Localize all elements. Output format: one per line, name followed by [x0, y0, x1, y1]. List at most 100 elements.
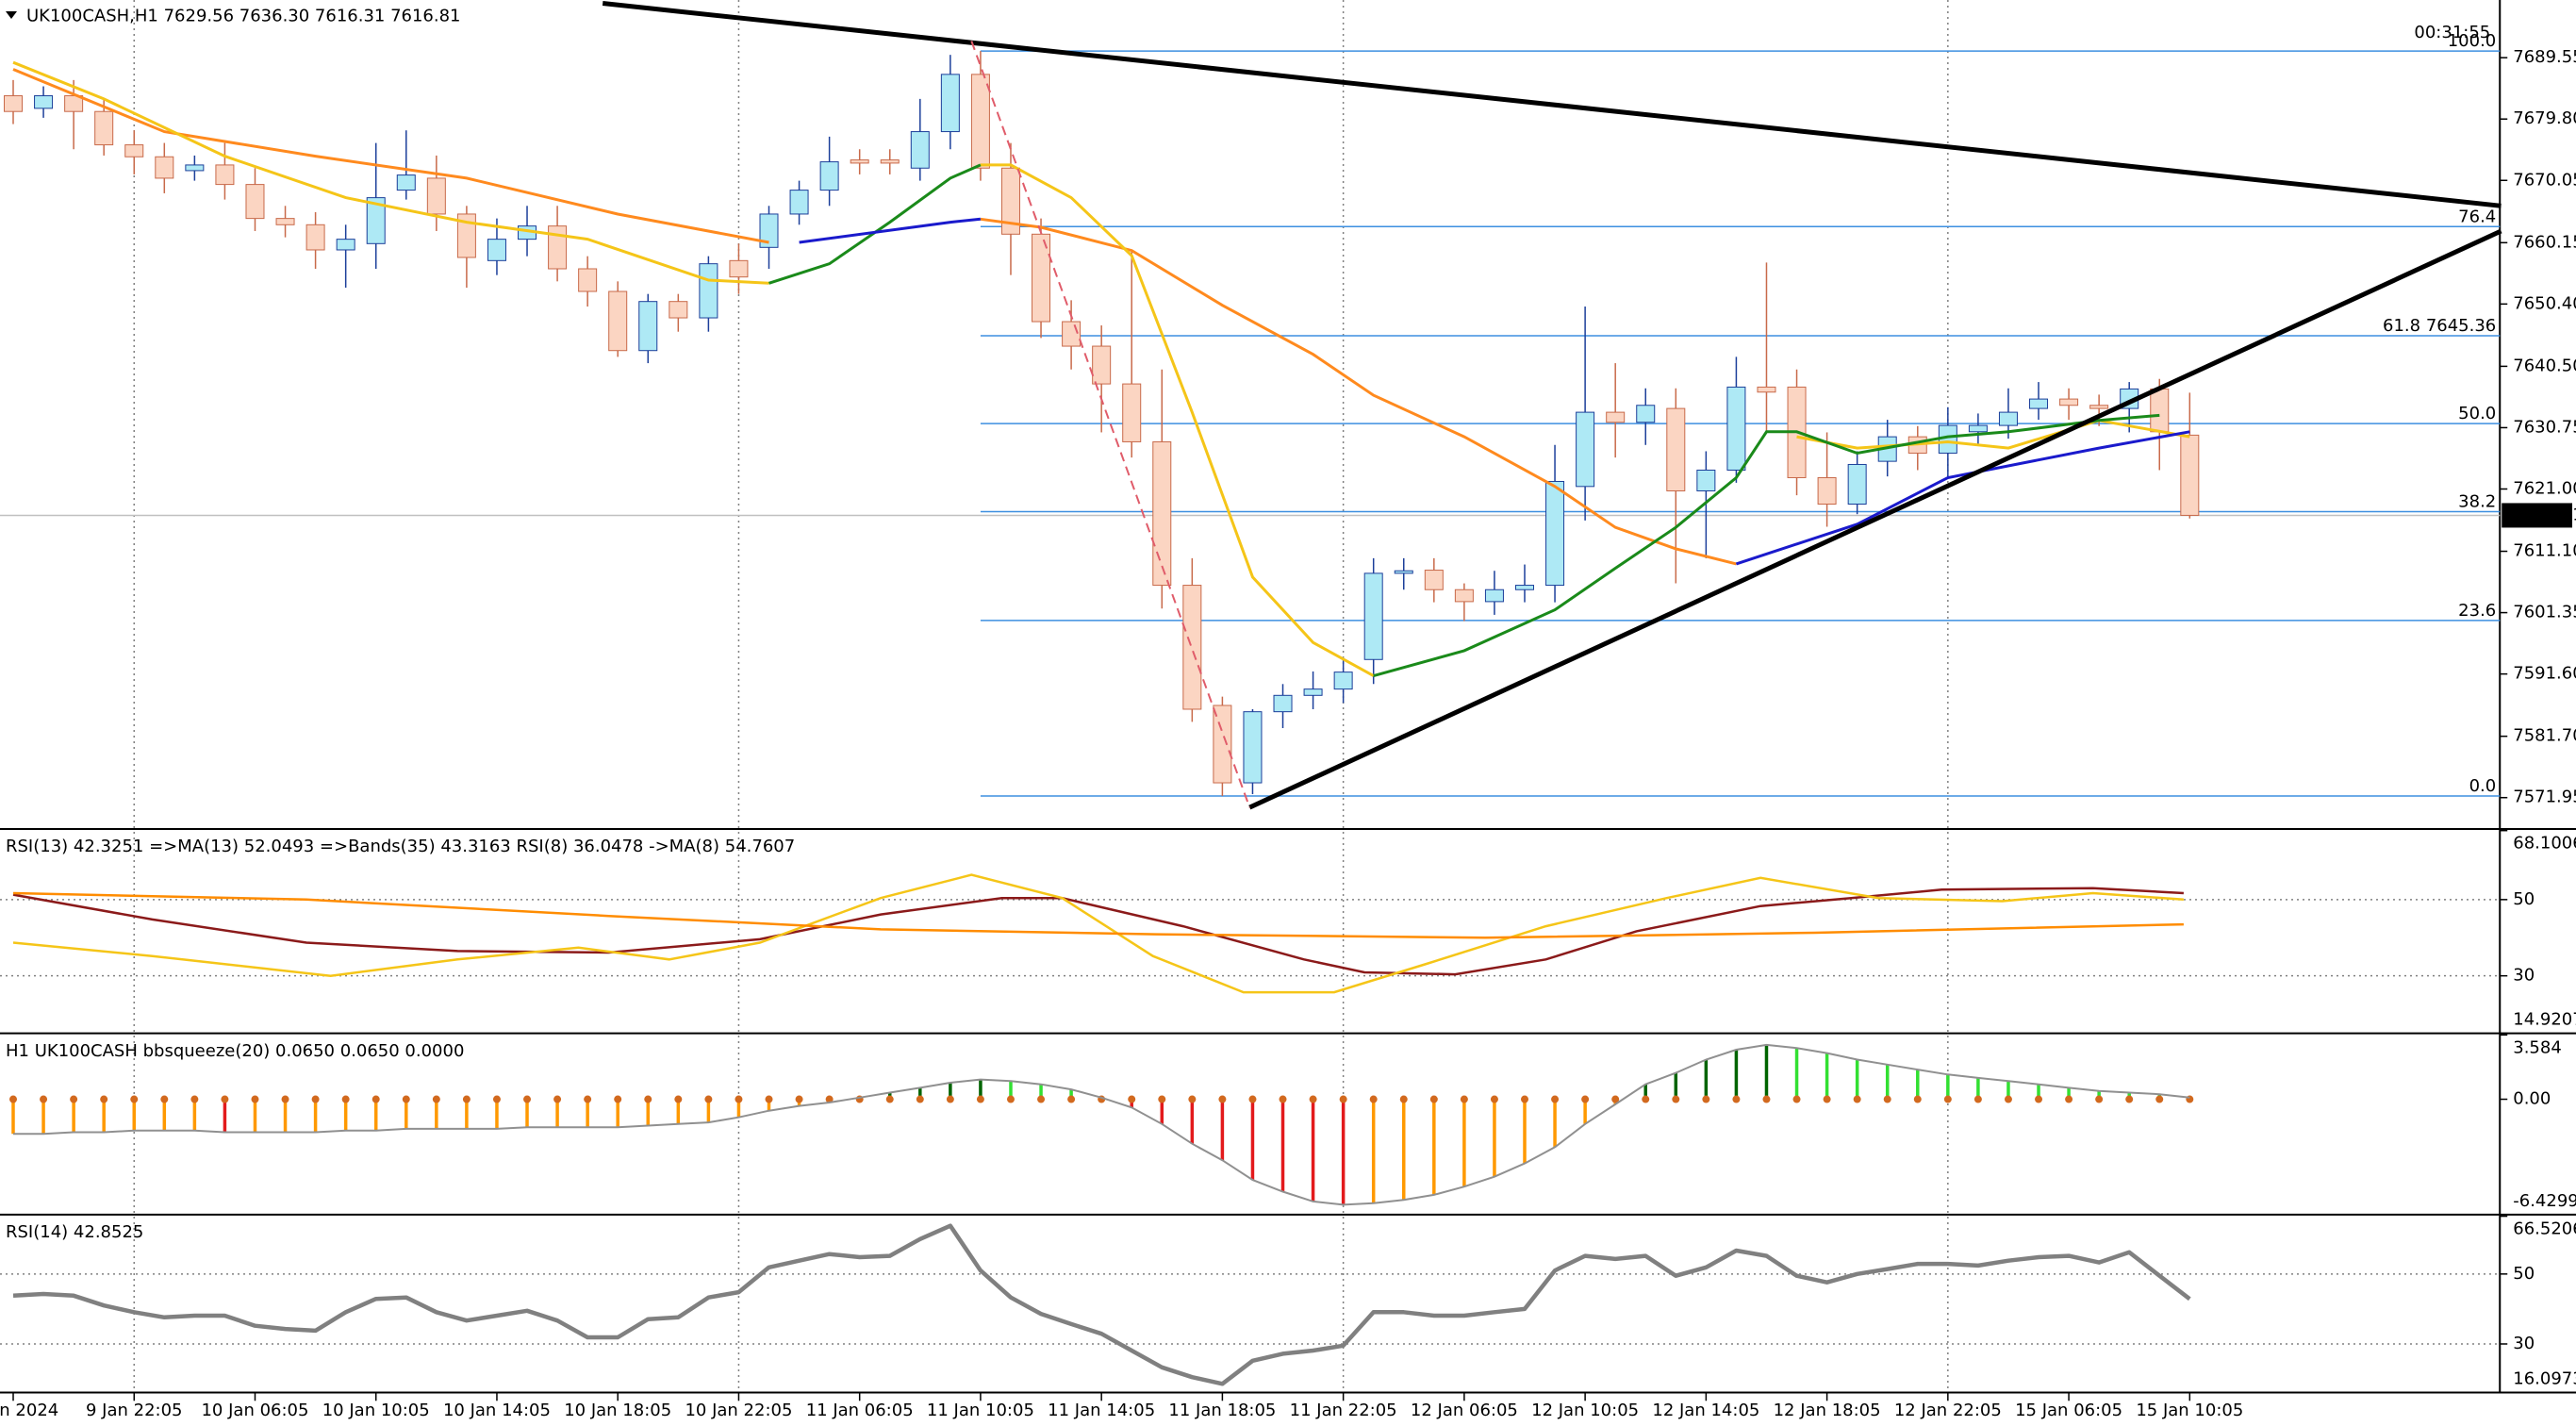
- squeeze-dot: [1279, 1095, 1287, 1103]
- y-tick-label: 50: [2513, 889, 2535, 909]
- candle-body: [1636, 405, 1656, 423]
- candle-body: [548, 225, 568, 270]
- candle-body: [1363, 572, 1383, 660]
- squeeze-dot: [946, 1095, 954, 1103]
- y-tick-label: 7660.15: [2513, 232, 2576, 252]
- squeeze-dot: [2095, 1095, 2104, 1103]
- indicator-line: [12, 887, 2184, 976]
- squeeze-dot: [1218, 1095, 1227, 1103]
- squeeze-dot: [523, 1095, 532, 1103]
- squeeze-dot: [1158, 1095, 1166, 1103]
- candle-body: [155, 156, 174, 179]
- squeeze-dot: [100, 1095, 108, 1103]
- candle-body: [1484, 589, 1504, 603]
- squeeze-dot: [1611, 1095, 1620, 1103]
- x-tick-label: 10 Jan 18:05: [564, 1401, 671, 1420]
- candle-body: [970, 74, 990, 169]
- candle-body: [275, 218, 295, 225]
- y-tick-label: 30: [2513, 1334, 2535, 1353]
- squeeze-dot: [492, 1095, 501, 1103]
- timer: 00:31:55: [2414, 23, 2490, 42]
- y-tick-label: 66.5206: [2513, 1219, 2576, 1239]
- trendline: [970, 41, 1251, 808]
- squeeze-dot: [916, 1095, 924, 1103]
- candle-body: [608, 290, 628, 352]
- squeeze-dot: [704, 1095, 713, 1103]
- y-tick-label: 14.9207: [2513, 1010, 2576, 1030]
- candle-body: [789, 190, 809, 215]
- squeeze-dot: [1913, 1095, 1922, 1103]
- candle-body: [1696, 469, 1716, 491]
- fib-label: 100.0: [2448, 31, 2497, 51]
- candle-body: [1394, 570, 1413, 574]
- x-tick-label: 12 Jan 18:05: [1774, 1401, 1881, 1420]
- squeeze-dot: [614, 1095, 622, 1103]
- squeeze-dot: [70, 1095, 78, 1103]
- squeeze-dot: [1581, 1095, 1590, 1103]
- x-tick-label: 10 Jan 14:05: [443, 1401, 551, 1420]
- candle-body: [1062, 321, 1082, 347]
- squeeze-dot: [825, 1095, 834, 1103]
- squeeze-dot: [1943, 1095, 1952, 1103]
- price-tag: [2502, 503, 2572, 528]
- x-tick-label: 11 Jan 10:05: [927, 1401, 1034, 1420]
- candle-body: [396, 174, 416, 191]
- candle-body: [578, 268, 598, 292]
- squeeze-dot: [402, 1095, 410, 1103]
- x-tick-label: 10 Jan 22:05: [685, 1401, 792, 1420]
- y-tick-label: 7630.75: [2513, 417, 2576, 437]
- candle-body: [426, 177, 446, 215]
- squeeze-dot: [1792, 1095, 1801, 1103]
- x-tick-label: 11 Jan 06:05: [806, 1401, 914, 1420]
- candle-body: [1998, 411, 2018, 426]
- squeeze-dot: [372, 1095, 380, 1103]
- panel-title: H1 UK100CASH bbsqueeze(20) 0.0650 0.0650…: [6, 1041, 464, 1061]
- x-tick-label: 15 Jan 06:05: [2015, 1401, 2122, 1420]
- candle-body: [185, 164, 205, 172]
- squeeze-dot: [584, 1095, 592, 1103]
- fib-label: 61.8 7645.36: [2383, 316, 2496, 336]
- squeeze-dot: [1762, 1095, 1771, 1103]
- candle-body: [245, 184, 265, 220]
- candle-body: [1454, 589, 1474, 603]
- candle-body: [1303, 688, 1323, 696]
- squeeze-dot: [1429, 1095, 1438, 1103]
- fib-label: 76.4: [2458, 207, 2496, 226]
- price-tag-label: 7616.81: [2513, 505, 2576, 524]
- moving-average: [799, 217, 2190, 566]
- squeeze-dot: [976, 1095, 984, 1103]
- y-tick-label: 7611.10: [2513, 541, 2576, 561]
- squeeze-dot: [1853, 1095, 1861, 1103]
- squeeze-dot: [1551, 1095, 1560, 1103]
- squeeze-dot: [1490, 1095, 1498, 1103]
- panel-title: RSI(14) 42.8525: [6, 1222, 143, 1242]
- squeeze-dot: [462, 1095, 471, 1103]
- panel-title: UK100CASH,H1 7629.56 7636.30 7616.31 761…: [26, 6, 461, 25]
- candle-body: [2150, 388, 2170, 433]
- x-tick-label: 11 Jan 22:05: [1290, 1401, 1397, 1420]
- squeeze-dot: [1339, 1095, 1347, 1103]
- candle-body: [880, 159, 900, 164]
- y-tick-label: 7640.50: [2513, 356, 2576, 375]
- x-tick-label: 12 Jan 22:05: [1894, 1401, 2002, 1420]
- fib-label: 0.0: [2469, 776, 2497, 796]
- y-tick-label: 7591.60: [2513, 664, 2576, 684]
- squeeze-dot: [2065, 1095, 2073, 1103]
- candle-body: [638, 301, 658, 352]
- candle-body: [487, 239, 506, 261]
- candle-body: [4, 95, 23, 112]
- y-tick-label: -6.4299: [2513, 1191, 2576, 1211]
- squeeze-dot: [40, 1095, 48, 1103]
- squeeze-dot: [1823, 1095, 1831, 1103]
- squeeze-dot: [1399, 1095, 1408, 1103]
- histogram-envelope: [13, 1043, 2190, 1206]
- y-tick-label: 7679.80: [2513, 108, 2576, 128]
- squeeze-dot: [885, 1095, 894, 1103]
- squeeze-dot: [1128, 1095, 1136, 1103]
- candle-body: [910, 131, 930, 169]
- candle-body: [94, 110, 114, 146]
- candle-body: [1243, 711, 1263, 784]
- squeeze-dot: [674, 1095, 683, 1103]
- trendline: [1248, 228, 2502, 810]
